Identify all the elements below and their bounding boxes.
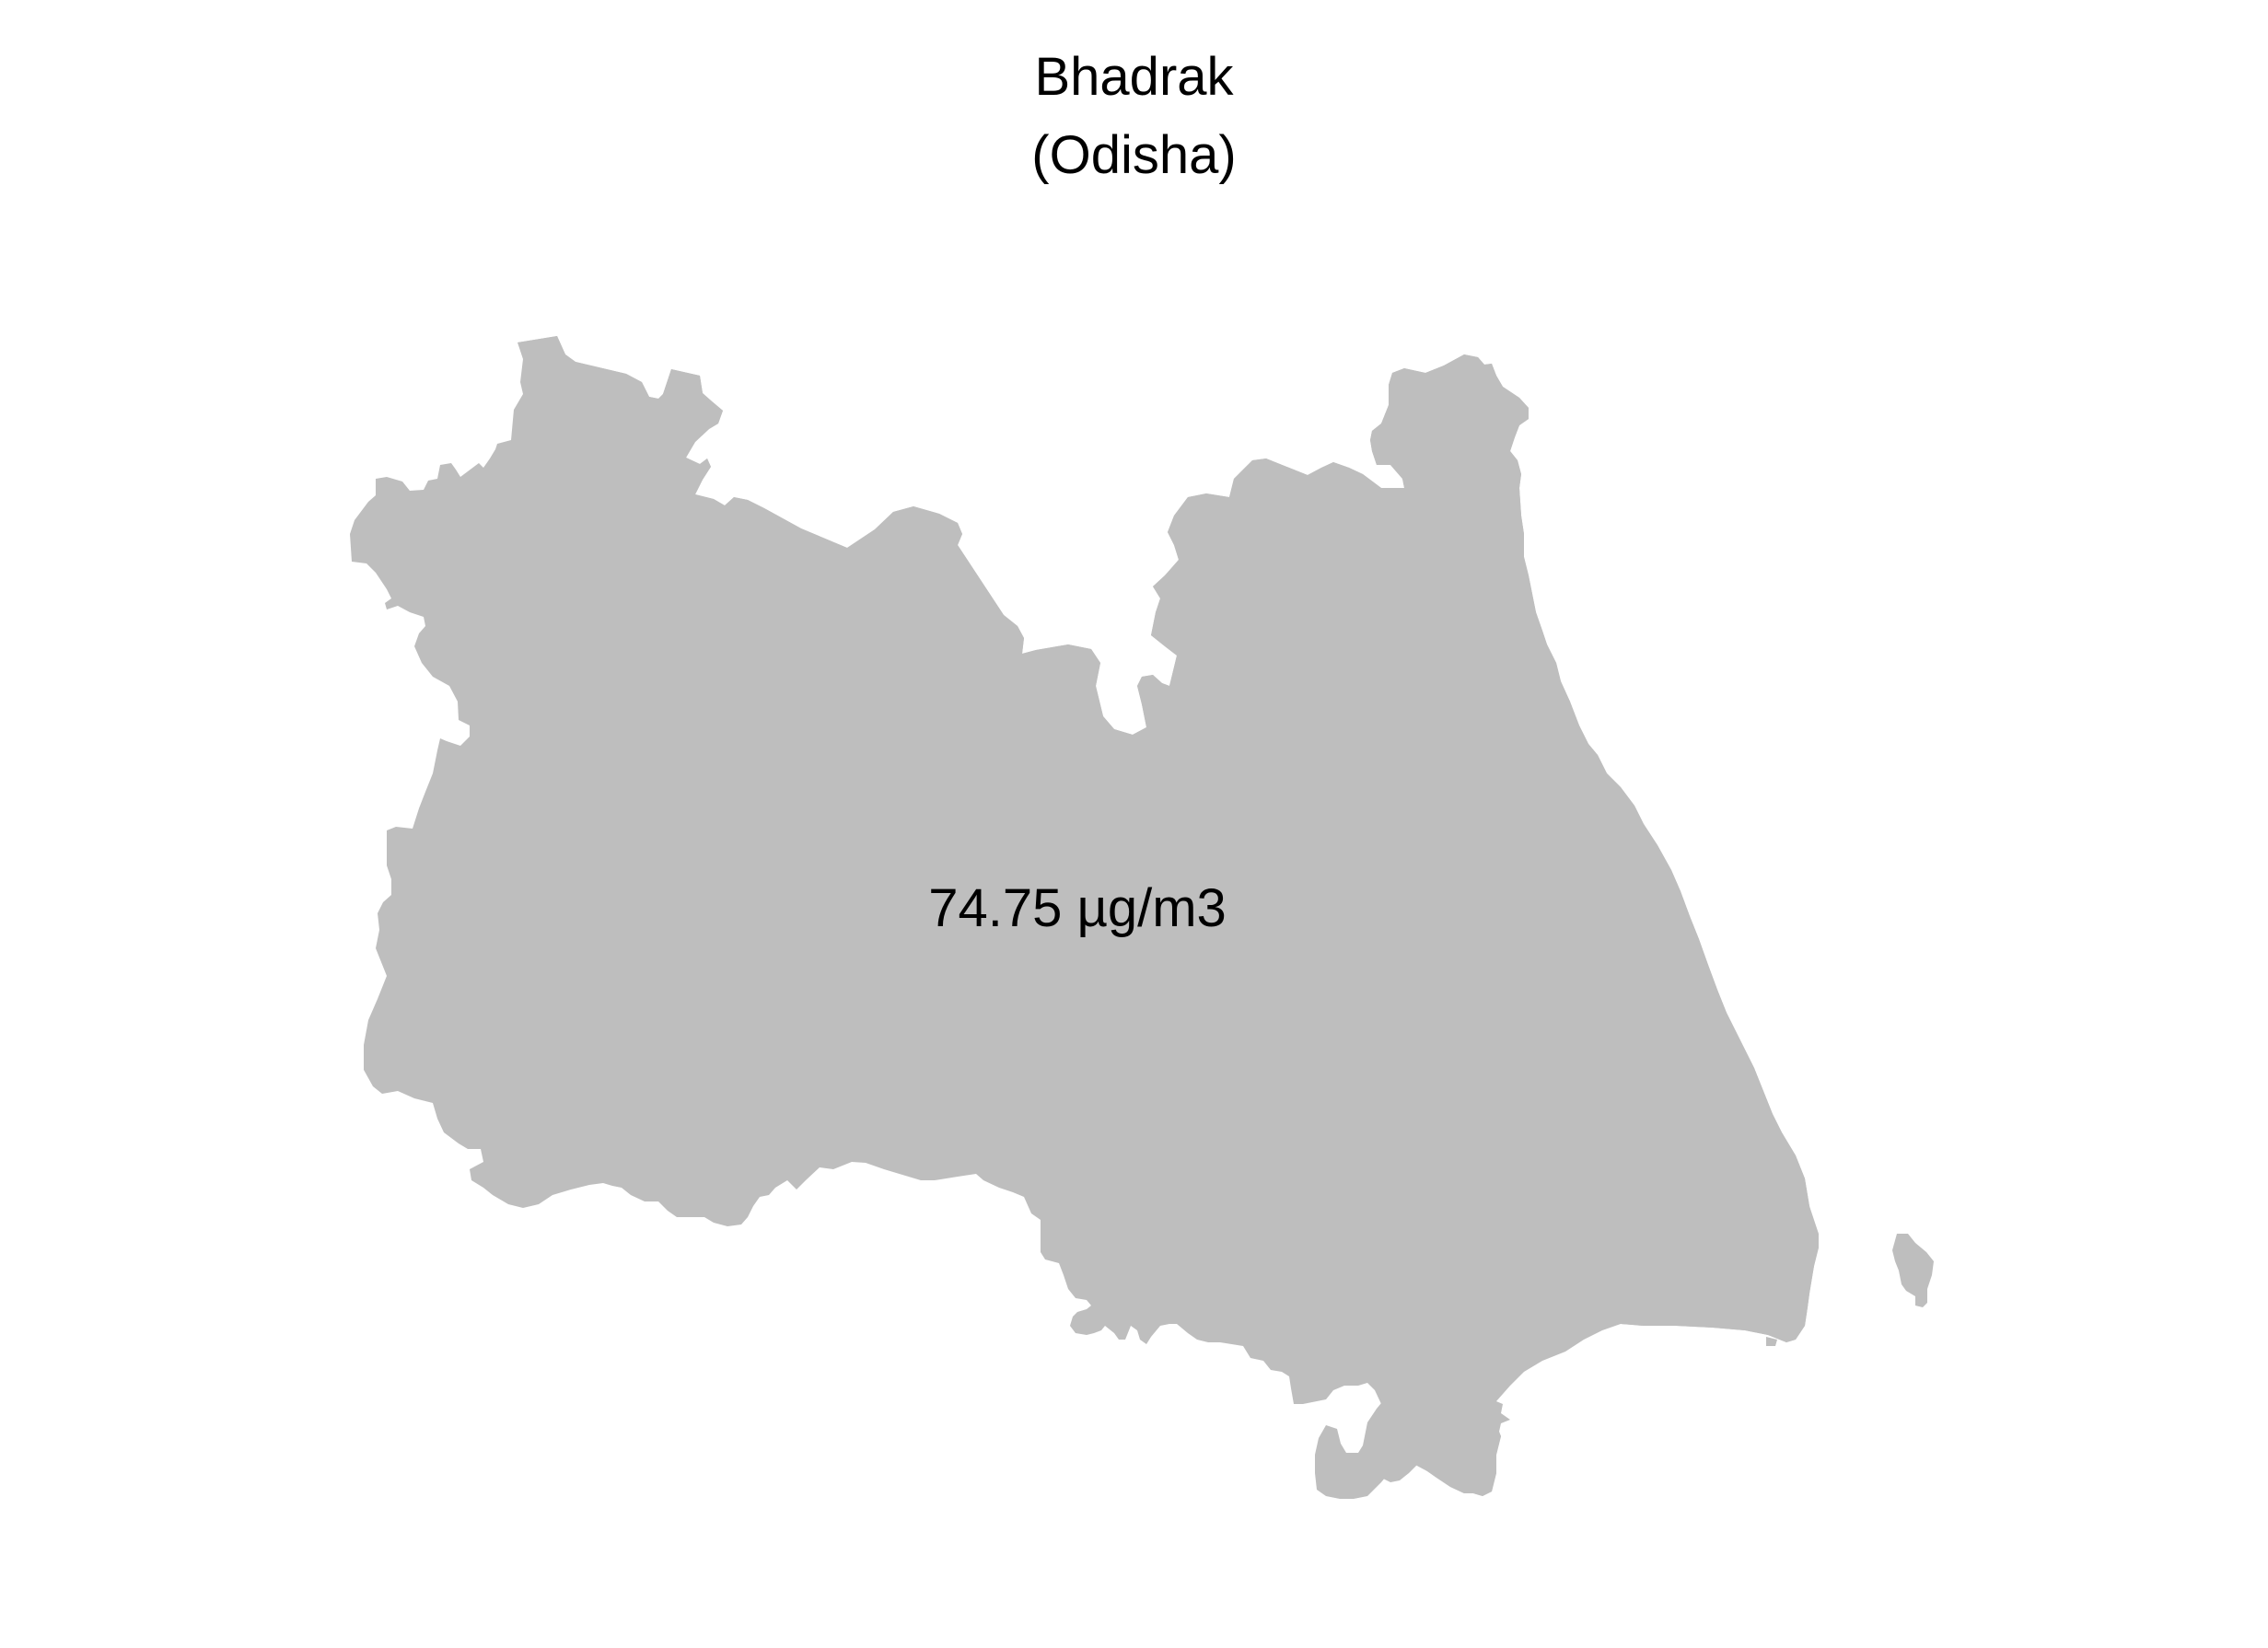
island xyxy=(1892,1234,1934,1307)
value-label: 74.75 µg/m3 xyxy=(928,878,1227,938)
map-subtitle: (Odisha) xyxy=(1031,125,1237,185)
islet xyxy=(1766,1337,1777,1346)
map-title: Bhadrak xyxy=(1034,47,1234,107)
district-mainland-lower xyxy=(350,336,1819,1496)
